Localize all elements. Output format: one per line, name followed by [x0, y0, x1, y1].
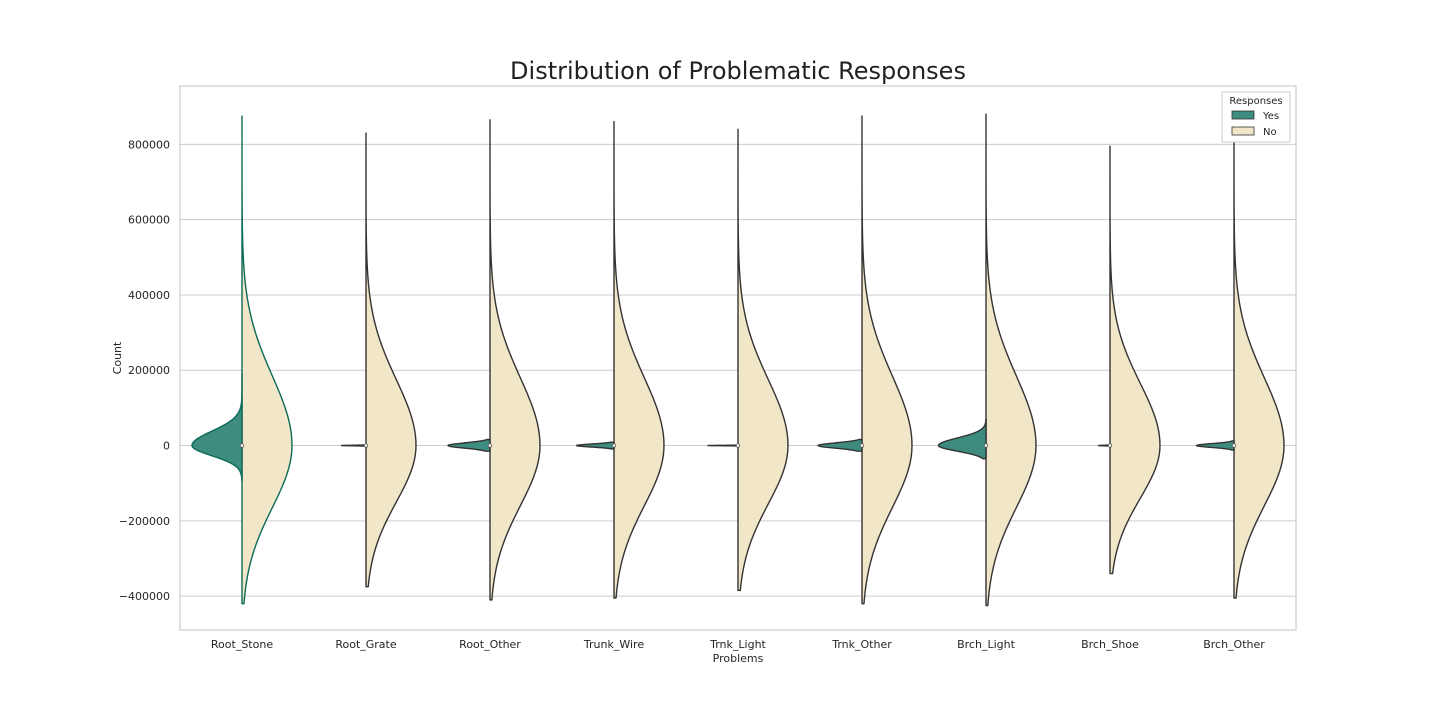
- median-marker: [487, 443, 493, 448]
- median-marker: [859, 443, 865, 448]
- x-tick-label: Trnk_Other: [831, 638, 892, 651]
- median-marker: [611, 443, 617, 448]
- violin-yes-root-stone: [191, 373, 243, 482]
- violin-no-brch-shoe: [1109, 145, 1161, 575]
- legend-swatch-yes: [1231, 110, 1255, 120]
- legend: Responses Yes No: [1221, 91, 1291, 143]
- violin-no-brch-light: [985, 113, 1037, 607]
- violin-no-trunk-wire: [613, 121, 665, 599]
- legend-label-yes: Yes: [1262, 111, 1279, 122]
- violin-no-root-other: [489, 119, 541, 601]
- median-marker: [239, 443, 245, 448]
- violin-no-brch-other: [1233, 141, 1285, 599]
- violin-no-trnk-other: [861, 115, 913, 605]
- x-tick-label: Brch_Other: [1203, 638, 1265, 651]
- legend-swatch-no: [1231, 126, 1255, 136]
- y-tick-label: 0: [163, 440, 170, 453]
- x-tick-label: Root_Grate: [335, 638, 397, 651]
- y-tick-label: 600000: [128, 214, 170, 227]
- median-marker: [735, 443, 741, 448]
- x-tick-label: Brch_Shoe: [1081, 638, 1139, 651]
- x-tick-label: Trnk_Light: [709, 638, 766, 651]
- violin-no-trnk-light: [737, 128, 789, 592]
- violin-yes-trnk-other: [817, 438, 863, 452]
- median-marker: [983, 443, 989, 448]
- y-ticks: −400000 −200000 0 200000 400000 600000 800000: [119, 138, 170, 603]
- legend-title: Responses: [1229, 96, 1282, 107]
- y-tick-label: −400000: [119, 590, 170, 603]
- plot-frame: [179, 85, 1297, 631]
- violin-yes-root-other: [447, 438, 491, 452]
- median-marker: [1107, 443, 1113, 448]
- median-marker: [1231, 443, 1237, 448]
- x-tick-label: Brch_Light: [957, 638, 1015, 651]
- violin-yes-trnk-light: [707, 444, 739, 447]
- y-tick-label: −200000: [119, 515, 170, 528]
- legend-label-no: No: [1263, 127, 1277, 138]
- violin-yes-trunk-wire: [575, 441, 615, 450]
- violin-yes-brch-light: [937, 418, 987, 460]
- y-tick-label: 400000: [128, 289, 170, 302]
- x-ticks: Root_Stone Root_Grate Root_Other Trunk_Wire…: [211, 638, 1265, 651]
- violin-no-root-grate: [365, 132, 417, 588]
- x-axis-label: Problems: [713, 652, 764, 665]
- median-marker: [363, 443, 369, 448]
- violin-yes-root-grate: [340, 444, 367, 447]
- violin-yes-brch-shoe: [1097, 444, 1111, 447]
- chart-title: Distribution of Problematic Responses: [510, 57, 966, 85]
- violin-yes-brch-other: [1195, 440, 1235, 451]
- y-tick-label: 200000: [128, 364, 170, 377]
- violins: [191, 113, 1285, 607]
- x-tick-label: Root_Stone: [211, 638, 273, 651]
- x-tick-label: Root_Other: [459, 638, 521, 651]
- violin-no-root-stone: [241, 115, 293, 605]
- x-tick-label: Trunk_Wire: [583, 638, 644, 651]
- y-axis-label: Count: [111, 341, 124, 374]
- y-tick-label: 800000: [128, 138, 170, 151]
